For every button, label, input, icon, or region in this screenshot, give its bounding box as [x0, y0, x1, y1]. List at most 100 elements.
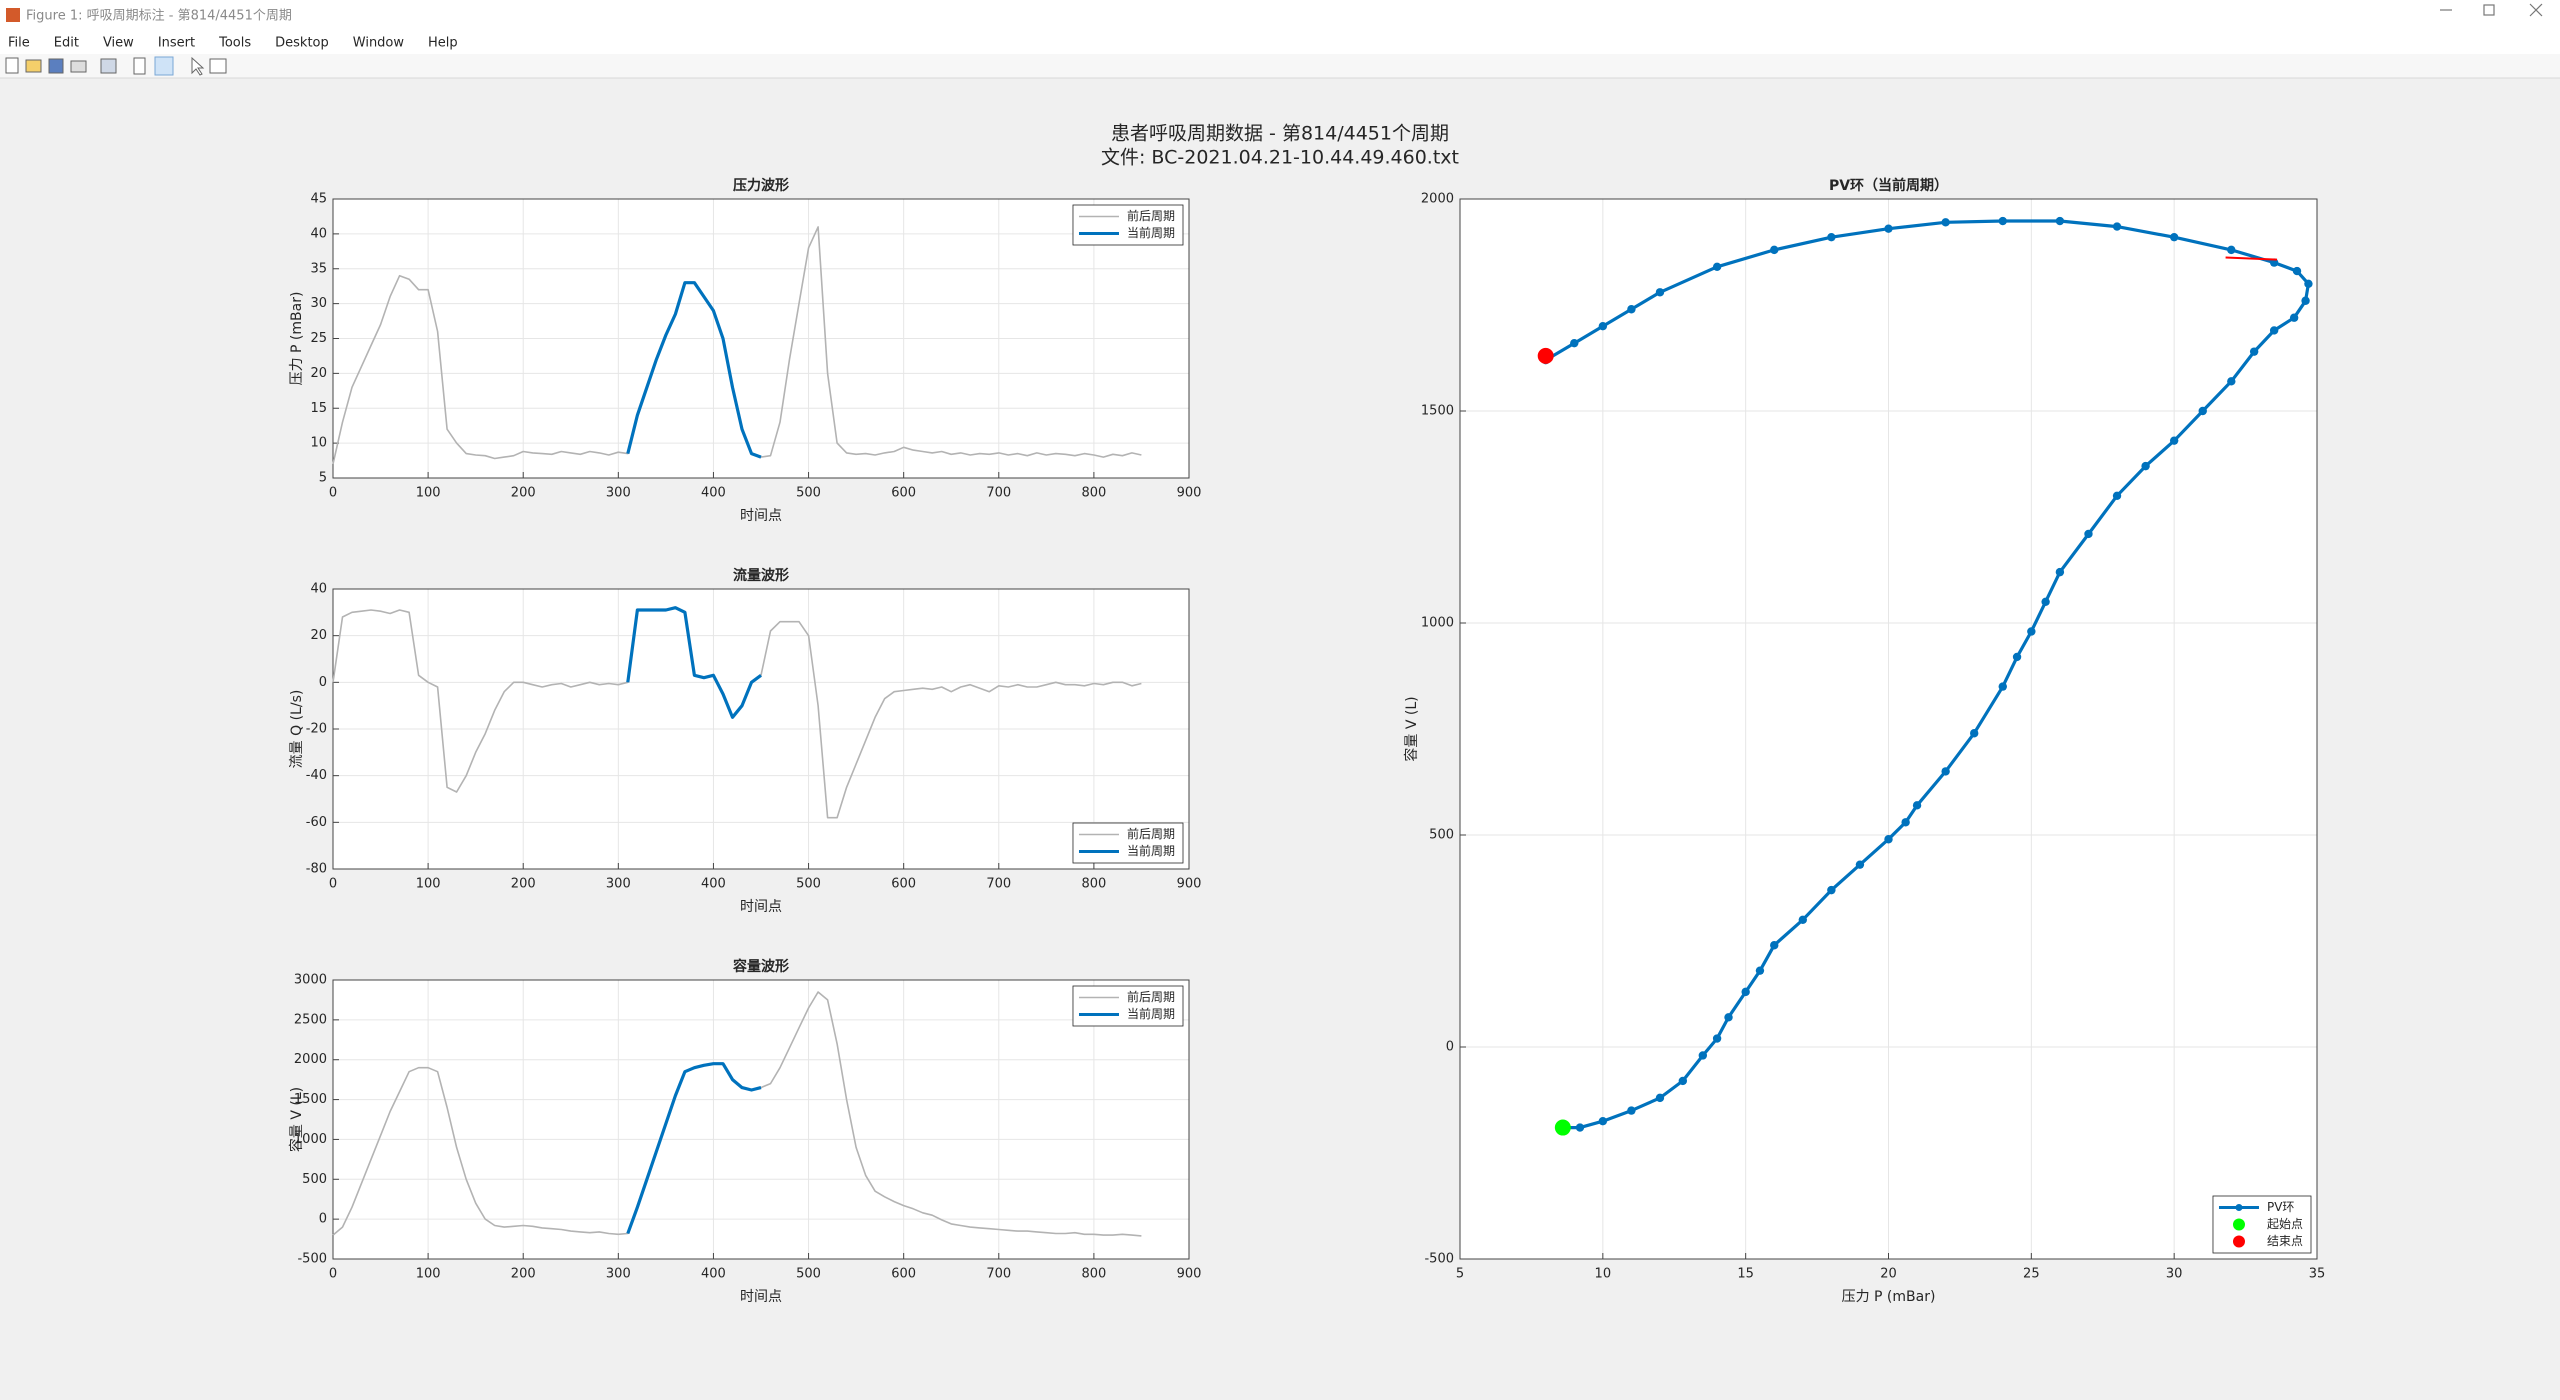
vertex-marker	[1627, 1106, 1636, 1115]
menu-item[interactable]: Edit	[54, 36, 79, 51]
save-icon[interactable]	[48, 58, 64, 74]
plot-tools-icon[interactable]	[154, 56, 174, 76]
y-tick-label: 45	[310, 192, 327, 207]
y-tick-label: 0	[319, 675, 327, 690]
menu-item[interactable]: Desktop	[275, 36, 329, 51]
vertex-marker	[2292, 266, 2302, 276]
close-button[interactable]	[2529, 3, 2543, 17]
legend-label: 结束点	[2267, 1234, 2303, 1248]
menu-item[interactable]: Help	[428, 36, 458, 51]
vertex-marker	[1770, 941, 1779, 950]
vertex-marker	[2169, 436, 2179, 445]
menu-item[interactable]: View	[103, 36, 134, 51]
vertex-marker	[2084, 529, 2093, 539]
x-tick-label: 25	[2023, 1267, 2040, 1282]
print-icon[interactable]	[70, 60, 87, 73]
figure-subtitle: 文件: BC-2021.04.21-10.44.49.460.txt	[1101, 147, 1459, 169]
menu-item[interactable]: File	[8, 36, 30, 51]
x-axis-label: 压力 P (mBar)	[1842, 1289, 1936, 1305]
y-axis-label: 压力 P (mBar)	[289, 292, 305, 386]
menu-item[interactable]: Insert	[158, 36, 195, 51]
vertex-marker	[2227, 377, 2236, 386]
legend-box	[1072, 822, 1184, 864]
edit-plot-icon[interactable]	[191, 56, 205, 76]
vertex-marker	[2041, 597, 2050, 606]
x-axis-label: 时间点	[740, 1289, 782, 1305]
vertex-marker	[2112, 222, 2122, 231]
axes-box	[332, 979, 1190, 1260]
y-tick-label: 0	[319, 1212, 327, 1227]
legend-box	[1072, 204, 1184, 246]
app-icon	[6, 8, 20, 22]
y-tick-label: 5	[319, 471, 327, 486]
x-tick-label: 5	[1456, 1267, 1464, 1282]
y-tick-label: 1000	[294, 1132, 327, 1147]
vertex-marker	[2304, 279, 2313, 288]
figure-icon[interactable]	[133, 57, 146, 75]
series-line	[626, 281, 762, 459]
vertex-marker	[2055, 216, 2065, 226]
y-tick-label: 3000	[294, 973, 327, 988]
vertex-marker	[1698, 1051, 1708, 1060]
open-icon[interactable]	[25, 59, 42, 73]
x-tick-label: 100	[416, 486, 441, 501]
vertex-marker	[1998, 216, 2007, 226]
vertex-marker	[2269, 326, 2279, 335]
x-tick-label: 100	[416, 877, 441, 892]
restore-button[interactable]	[2483, 4, 2495, 16]
vertex-marker	[1627, 305, 1636, 314]
x-tick-label: 600	[891, 877, 916, 892]
new-icon[interactable]	[5, 57, 19, 74]
y-tick-label: 15	[310, 401, 327, 416]
legend-marker	[2232, 1218, 2245, 1231]
vertex-marker	[1798, 915, 1808, 924]
vertex-marker	[1678, 1076, 1688, 1086]
property-icon[interactable]	[209, 58, 227, 74]
x-tick-label: 400	[701, 486, 726, 501]
x-tick-label: 200	[511, 1267, 536, 1282]
vertex-marker	[2249, 347, 2259, 356]
y-tick-label: 30	[310, 296, 327, 311]
legend-label: 前后周期	[1127, 826, 1175, 841]
vertex-marker	[1970, 729, 1979, 738]
y-axis-label: 流量 Q (L/s)	[289, 690, 305, 769]
y-tick-label: 40	[310, 582, 327, 597]
marker-line	[2225, 256, 2278, 261]
vertex-marker	[1655, 288, 1665, 297]
toolbar	[0, 54, 2560, 78]
menu-items: File Edit View Insert Tools Desktop Window Help	[8, 36, 458, 51]
vertex-marker	[1655, 1093, 1665, 1103]
menu-item[interactable]: Window	[353, 36, 405, 51]
vertex-marker	[1598, 1117, 1608, 1126]
axes: 5 10 15 20 25 30 35 40 45 0 100 200 300 400 500 600 700 8…	[289, 177, 1201, 524]
y-tick-label: -20	[306, 722, 327, 737]
x-tick-label: 0	[329, 486, 337, 501]
print-figure-icon[interactable]	[100, 58, 117, 74]
vertex-marker	[2289, 313, 2299, 322]
vertex-marker	[1598, 322, 1608, 331]
window-controls[interactable]	[2440, 3, 2543, 17]
x-tick-label: 300	[606, 1267, 631, 1282]
y-tick-label: 0	[1446, 1040, 1454, 1055]
series-line	[626, 1062, 762, 1235]
vertex-marker	[2112, 491, 2122, 500]
x-tick-label: 700	[986, 1267, 1011, 1282]
menu-item[interactable]: Tools	[218, 36, 251, 51]
x-tick-label: 35	[2309, 1267, 2326, 1282]
vertex-marker	[1712, 1034, 1722, 1043]
x-tick-label: 400	[701, 877, 726, 892]
y-tick-label: -40	[306, 768, 327, 783]
x-tick-label: 0	[329, 1267, 337, 1282]
axes-title: 容量波形	[732, 958, 789, 975]
x-tick-label: 30	[2166, 1267, 2183, 1282]
y-tick-label: 2000	[294, 1052, 327, 1067]
y-tick-label: 1000	[1421, 616, 1454, 631]
axes-title: 流量波形	[733, 567, 789, 584]
vertex-marker	[1724, 1013, 1733, 1022]
x-tick-label: 500	[796, 486, 821, 501]
legend-box	[1072, 985, 1184, 1027]
